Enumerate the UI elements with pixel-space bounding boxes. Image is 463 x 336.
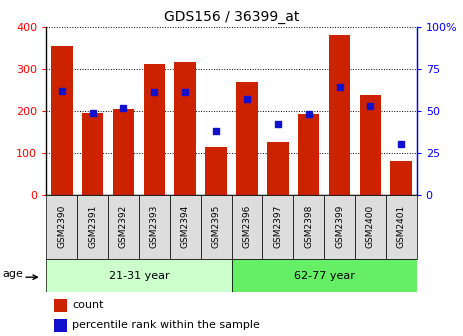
Text: GSM2398: GSM2398 — [304, 205, 313, 249]
Point — [274, 122, 282, 127]
Point — [398, 142, 405, 147]
Point — [150, 90, 158, 95]
FancyBboxPatch shape — [324, 195, 355, 259]
FancyBboxPatch shape — [46, 259, 232, 292]
Bar — [390, 161, 412, 195]
FancyBboxPatch shape — [77, 195, 108, 259]
Point — [243, 96, 250, 102]
FancyBboxPatch shape — [108, 195, 139, 259]
Text: age: age — [2, 269, 23, 279]
FancyBboxPatch shape — [232, 195, 263, 259]
Text: GSM2390: GSM2390 — [57, 205, 66, 249]
Point — [367, 103, 374, 109]
Bar — [236, 82, 258, 195]
FancyBboxPatch shape — [355, 195, 386, 259]
Text: GSM2394: GSM2394 — [181, 205, 190, 248]
Bar — [329, 35, 350, 195]
Bar — [82, 113, 103, 195]
Title: GDS156 / 36399_at: GDS156 / 36399_at — [164, 10, 299, 25]
Bar — [113, 109, 134, 195]
Text: GSM2391: GSM2391 — [88, 205, 97, 249]
Bar — [51, 46, 73, 195]
FancyBboxPatch shape — [200, 195, 232, 259]
FancyBboxPatch shape — [263, 195, 293, 259]
Text: GSM2395: GSM2395 — [212, 205, 220, 249]
Bar — [298, 114, 319, 195]
Bar — [360, 95, 381, 195]
Point — [181, 90, 189, 95]
Point — [89, 110, 96, 115]
Text: 62-77 year: 62-77 year — [294, 270, 355, 281]
Bar — [54, 319, 67, 332]
Bar — [54, 299, 67, 312]
Text: count: count — [72, 300, 104, 310]
FancyBboxPatch shape — [46, 195, 77, 259]
Bar — [144, 64, 165, 195]
Bar — [175, 62, 196, 195]
FancyBboxPatch shape — [293, 195, 324, 259]
Text: GSM2393: GSM2393 — [150, 205, 159, 249]
Point — [336, 85, 343, 90]
Text: GSM2397: GSM2397 — [273, 205, 282, 249]
Text: GSM2401: GSM2401 — [397, 205, 406, 248]
FancyBboxPatch shape — [232, 259, 417, 292]
Bar — [267, 141, 288, 195]
FancyBboxPatch shape — [386, 195, 417, 259]
FancyBboxPatch shape — [170, 195, 200, 259]
Point — [213, 128, 220, 134]
Text: percentile rank within the sample: percentile rank within the sample — [72, 320, 260, 330]
Text: GSM2396: GSM2396 — [243, 205, 251, 249]
Point — [305, 112, 313, 117]
Text: GSM2400: GSM2400 — [366, 205, 375, 248]
FancyBboxPatch shape — [139, 195, 170, 259]
Point — [58, 88, 65, 93]
Bar — [205, 146, 227, 195]
Text: GSM2399: GSM2399 — [335, 205, 344, 249]
Text: GSM2392: GSM2392 — [119, 205, 128, 248]
Text: 21-31 year: 21-31 year — [109, 270, 169, 281]
Point — [120, 105, 127, 110]
